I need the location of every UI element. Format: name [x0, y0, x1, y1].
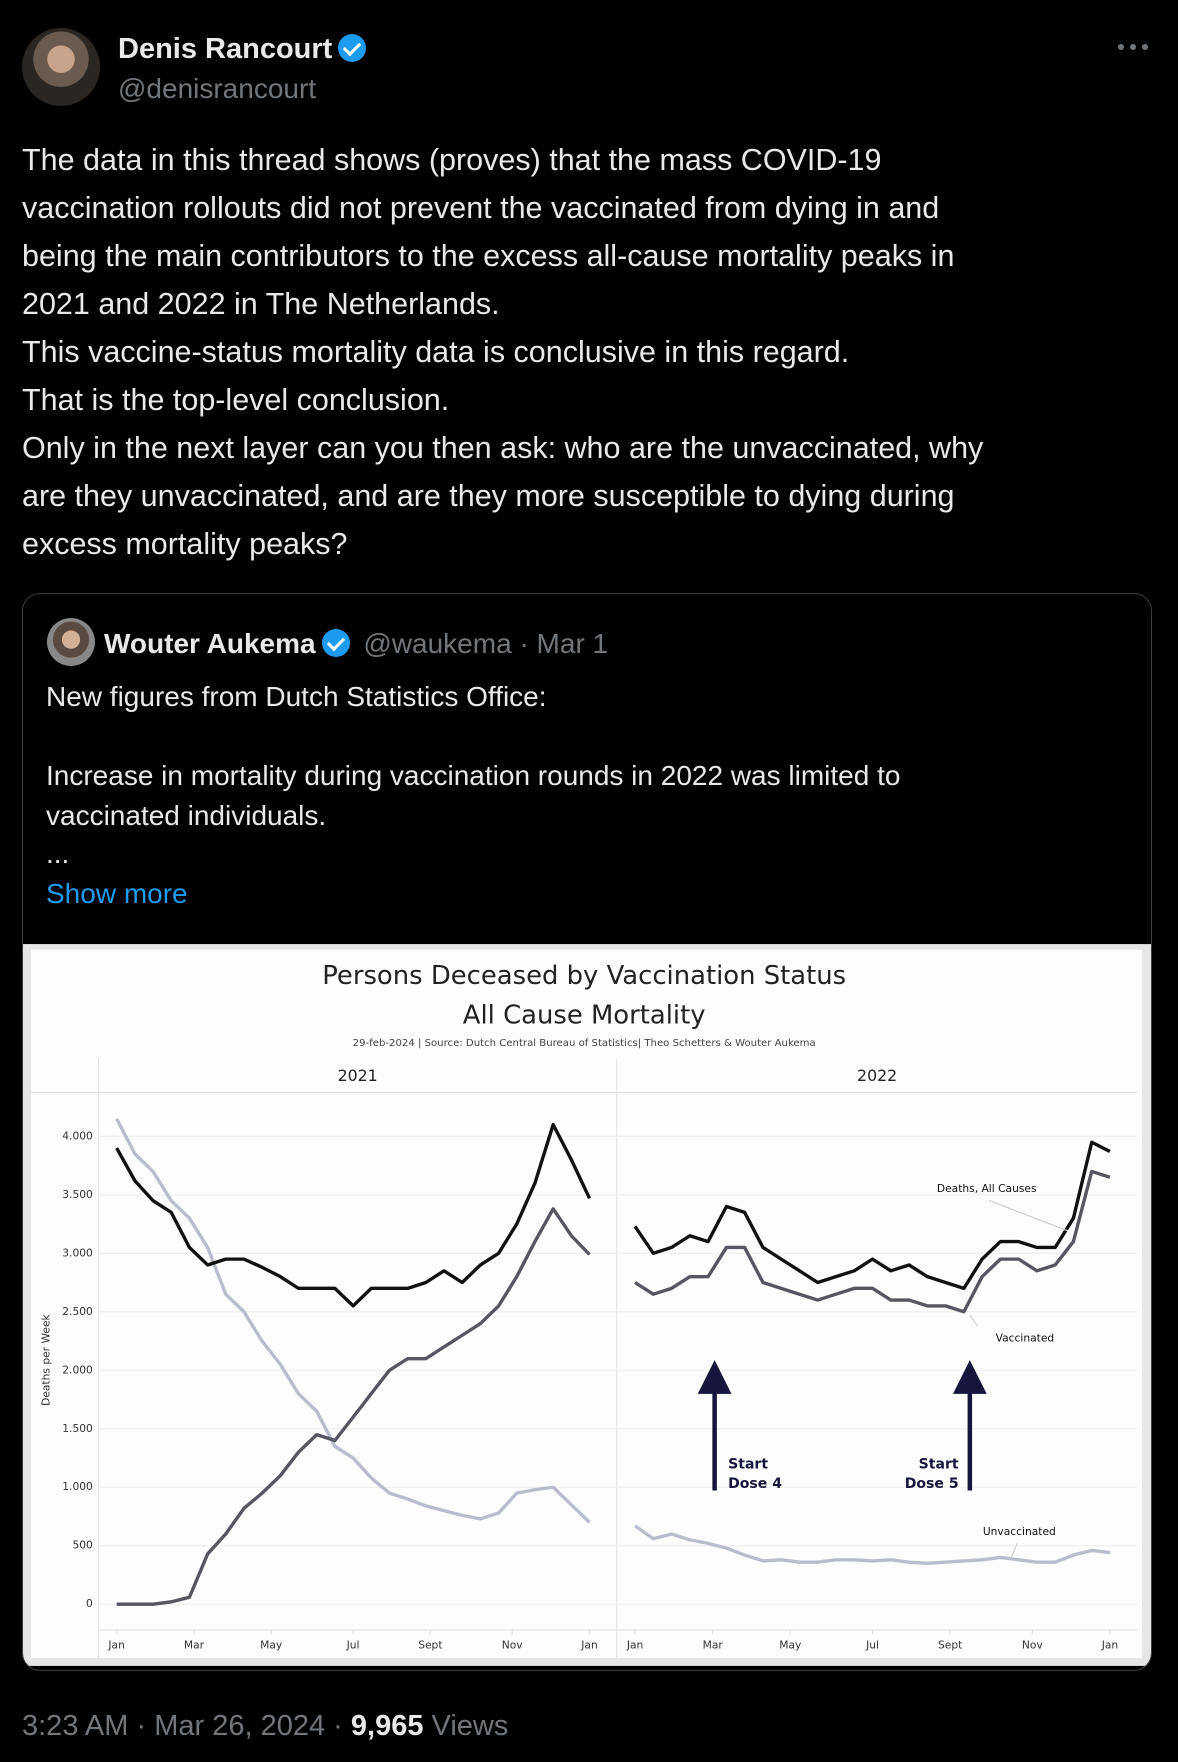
x-tick-label: Jul — [865, 1639, 879, 1652]
x-tick-label: Nov — [1022, 1639, 1043, 1652]
dot — [1130, 44, 1136, 50]
image-bg — [30, 949, 1142, 1659]
y-tick-label: 0 — [86, 1597, 93, 1610]
author-name-text[interactable]: Denis Rancourt — [118, 33, 333, 65]
y-tick-label: 3.500 — [62, 1188, 93, 1201]
x-tick-label: Jan — [1101, 1639, 1118, 1652]
series-label: Vaccinated — [996, 1332, 1055, 1345]
annotation: Start — [728, 1457, 768, 1473]
author-handle[interactable]: @denisrancourt — [118, 73, 317, 104]
tweet-text-line: That is the top-level conclusion. — [22, 383, 450, 417]
quoted-line: Increase in mortality during vaccination… — [46, 760, 901, 791]
quoted-line: vaccinated individuals. — [46, 800, 327, 831]
post-date[interactable]: Mar 26, 2024 — [154, 1710, 326, 1742]
y-tick-label: 500 — [72, 1539, 93, 1552]
chart-title: Persons Deceased by Vaccination Status — [322, 961, 846, 991]
series-line — [633, 1140, 1111, 1291]
quoted-line: ... — [46, 838, 70, 869]
quoted-name[interactable]: Wouter Aukema — [104, 628, 316, 659]
x-tick-label: Jan — [626, 1639, 643, 1652]
x-tick-label: Mar — [703, 1639, 724, 1652]
post-time[interactable]: 3:23 AM — [22, 1710, 129, 1742]
series-line — [634, 1524, 1111, 1565]
quoted-header: Wouter Aukema @waukema · Mar 1 — [104, 627, 608, 661]
arrow-head — [952, 1360, 987, 1394]
quoted-date[interactable]: Mar 1 — [536, 628, 609, 659]
leader-line — [969, 1314, 979, 1327]
verified-badge — [321, 629, 350, 657]
separator: · — [136, 1710, 147, 1742]
separator: · — [333, 1710, 343, 1742]
arrows — [697, 1199, 1068, 1558]
annotation: Dose 4 — [728, 1476, 782, 1492]
leader-line — [988, 1199, 1068, 1232]
dot — [1118, 44, 1124, 50]
x-tick-label: May — [779, 1639, 801, 1652]
tweet-text-line: 2021 and 2022 in The Netherlands. — [22, 287, 500, 321]
y-axis-label: Deaths per Week — [40, 1313, 53, 1405]
y-tick-label: 1.000 — [62, 1480, 93, 1493]
footer: 3:23 AM · Mar 26, 2024 · 9,965 Views — [22, 1708, 508, 1744]
y-tick-label: 2.000 — [62, 1363, 93, 1376]
quoted-avatar[interactable] — [47, 618, 95, 666]
chart-image: Persons Deceased by Vaccination Status A… — [23, 944, 1151, 1666]
x-tick-label: Sept — [418, 1639, 442, 1652]
x-tick-label: Jan — [107, 1639, 124, 1652]
views-label: Views — [431, 1710, 509, 1742]
more-menu[interactable] — [1117, 42, 1149, 52]
tweet-body: The data in this thread shows (proves) t… — [22, 136, 983, 568]
series-line — [115, 1118, 591, 1524]
view-count: 9,965 — [350, 1710, 424, 1742]
dot — [1142, 44, 1148, 50]
annotation: Dose 5 — [905, 1476, 959, 1492]
avatar[interactable] — [22, 28, 100, 106]
series-label: Unvaccinated — [983, 1525, 1056, 1538]
chart-subtitle: 29-feb-2024 | Source: Dutch Central Bure… — [353, 1038, 816, 1049]
series-line — [116, 1207, 591, 1606]
quoted-line: New figures from Dutch Statistics Office… — [46, 681, 547, 712]
x-tick-label: Jul — [346, 1639, 360, 1652]
tweet-text-line: vaccination rollouts did not prevent the… — [22, 191, 940, 225]
tweet-text-line: The data in this thread shows (proves) t… — [22, 143, 882, 177]
tweet-text-line: being the main contributors to the exces… — [22, 239, 955, 273]
series-label: Deaths, All Causes — [937, 1182, 1037, 1195]
arrow-head — [697, 1360, 732, 1394]
separator: · — [519, 628, 529, 659]
tweet-text-line: Only in the next layer can you then ask:… — [22, 431, 984, 465]
leader-line — [1010, 1543, 1018, 1558]
y-tick-label: 3.000 — [62, 1246, 93, 1259]
chart-title: All Cause Mortality — [463, 1001, 706, 1031]
tweet-text-line: This vaccine-status mortality data is co… — [22, 335, 850, 369]
verified-badge — [338, 34, 367, 62]
series-line — [634, 1169, 1111, 1314]
panel-title: 2022 — [857, 1066, 897, 1085]
y-tick-label: 4.000 — [62, 1129, 93, 1142]
x-tick-label: Sept — [938, 1639, 962, 1652]
x-tick-label: Jan — [580, 1639, 597, 1652]
x-tick-label: Mar — [184, 1639, 205, 1652]
x-tick-label: May — [260, 1639, 282, 1652]
tweet-text-line: excess mortality peaks? — [22, 527, 348, 561]
quoted-handle[interactable]: @waukema — [363, 628, 512, 659]
tweet-text-line: are they unvaccinated, and are they more… — [22, 479, 955, 513]
y-tick-label: 1.500 — [62, 1422, 93, 1435]
x-tick-label: Nov — [502, 1639, 523, 1652]
panel-title: 2021 — [338, 1066, 378, 1085]
y-tick-label: 2.500 — [62, 1305, 93, 1318]
author-name[interactable]: Denis Rancourt — [118, 32, 367, 66]
series-line — [115, 1122, 592, 1308]
quoted-tweet[interactable]: Wouter Aukema @waukema · Mar 1 New figur… — [22, 593, 1152, 1671]
show-more[interactable]: Show more — [46, 878, 188, 909]
annotation: Start — [919, 1457, 959, 1473]
